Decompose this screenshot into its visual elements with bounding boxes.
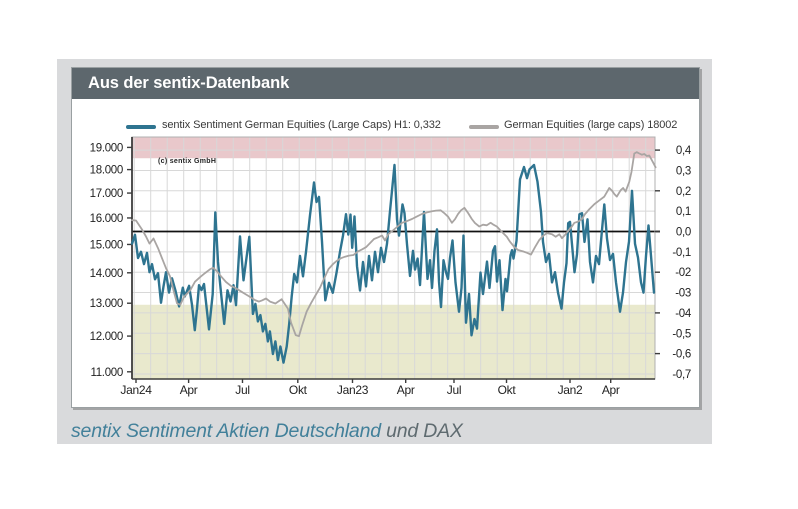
x-axis-label: Jul: [447, 383, 461, 397]
x-axis-label: Apr: [602, 383, 620, 397]
right-axis-label: -04: [675, 308, 692, 320]
x-axis-label: Apr: [397, 383, 415, 397]
caption-suffix: und DAX: [380, 420, 463, 442]
right-axis-label: -02: [675, 267, 691, 279]
legend-swatch-sentiment: [126, 125, 156, 129]
caption-main: sentix Sentiment Aktien Deutschland: [71, 420, 381, 442]
right-axis-label: -03: [675, 288, 691, 300]
x-axis-label: Jan2: [558, 383, 583, 397]
right-axis-label: -0,1: [672, 247, 691, 259]
card-header: Aus der sentix-Datenbank: [72, 68, 699, 99]
dax-line: [131, 151, 657, 337]
right-axis-label: 0,0: [676, 227, 691, 239]
left-axis-label: 17.000: [90, 188, 123, 200]
legend-swatch-dax: [469, 125, 499, 129]
oversold-band: [132, 304, 655, 379]
left-axis-label: 13.000: [90, 298, 123, 310]
legend-label-sentiment: sentix Sentiment German Equities (Large …: [162, 119, 441, 131]
left-axis-label: 19.000: [90, 142, 123, 154]
right-axis-label: -0,6: [672, 349, 691, 361]
figure-caption: sentix Sentiment Aktien Deutschland und …: [71, 420, 463, 443]
x-axis-label: Okt: [498, 383, 517, 397]
left-axis-label: 16.000: [90, 213, 123, 225]
left-axis-label: 14.000: [90, 268, 123, 280]
x-axis-label: Apr: [180, 383, 198, 397]
x-axis-label: Jan24: [120, 383, 152, 397]
right-axis-label: -0,5: [672, 328, 691, 340]
left-axis-label: 12.000: [90, 331, 123, 343]
left-axis-label: 18.000: [90, 165, 123, 177]
right-axis-label: 0,4: [676, 145, 692, 157]
copyright-note: (c) sentix GmbH: [158, 158, 217, 165]
chart-legend: sentix Sentiment German Equities (Large …: [72, 112, 699, 140]
sentiment-line: [130, 163, 656, 364]
card-title: Aus der sentix-Datenbank: [88, 74, 290, 92]
x-axis-label: Okt: [289, 383, 308, 397]
left-axis-label: 11.000: [90, 367, 123, 379]
right-axis-label: 0,1: [676, 206, 691, 218]
right-axis-label: 0,2: [676, 186, 691, 198]
overbought-band: [132, 137, 655, 159]
x-axis-label: Jan23: [337, 383, 369, 397]
left-axis-label: 15.000: [90, 239, 123, 251]
right-axis-label: 0,3: [676, 165, 691, 177]
legend-label-dax: German Equities (large caps) 18002: [504, 119, 678, 131]
x-axis-label: Jul: [235, 383, 249, 397]
right-axis-label: -0,7: [672, 369, 691, 381]
